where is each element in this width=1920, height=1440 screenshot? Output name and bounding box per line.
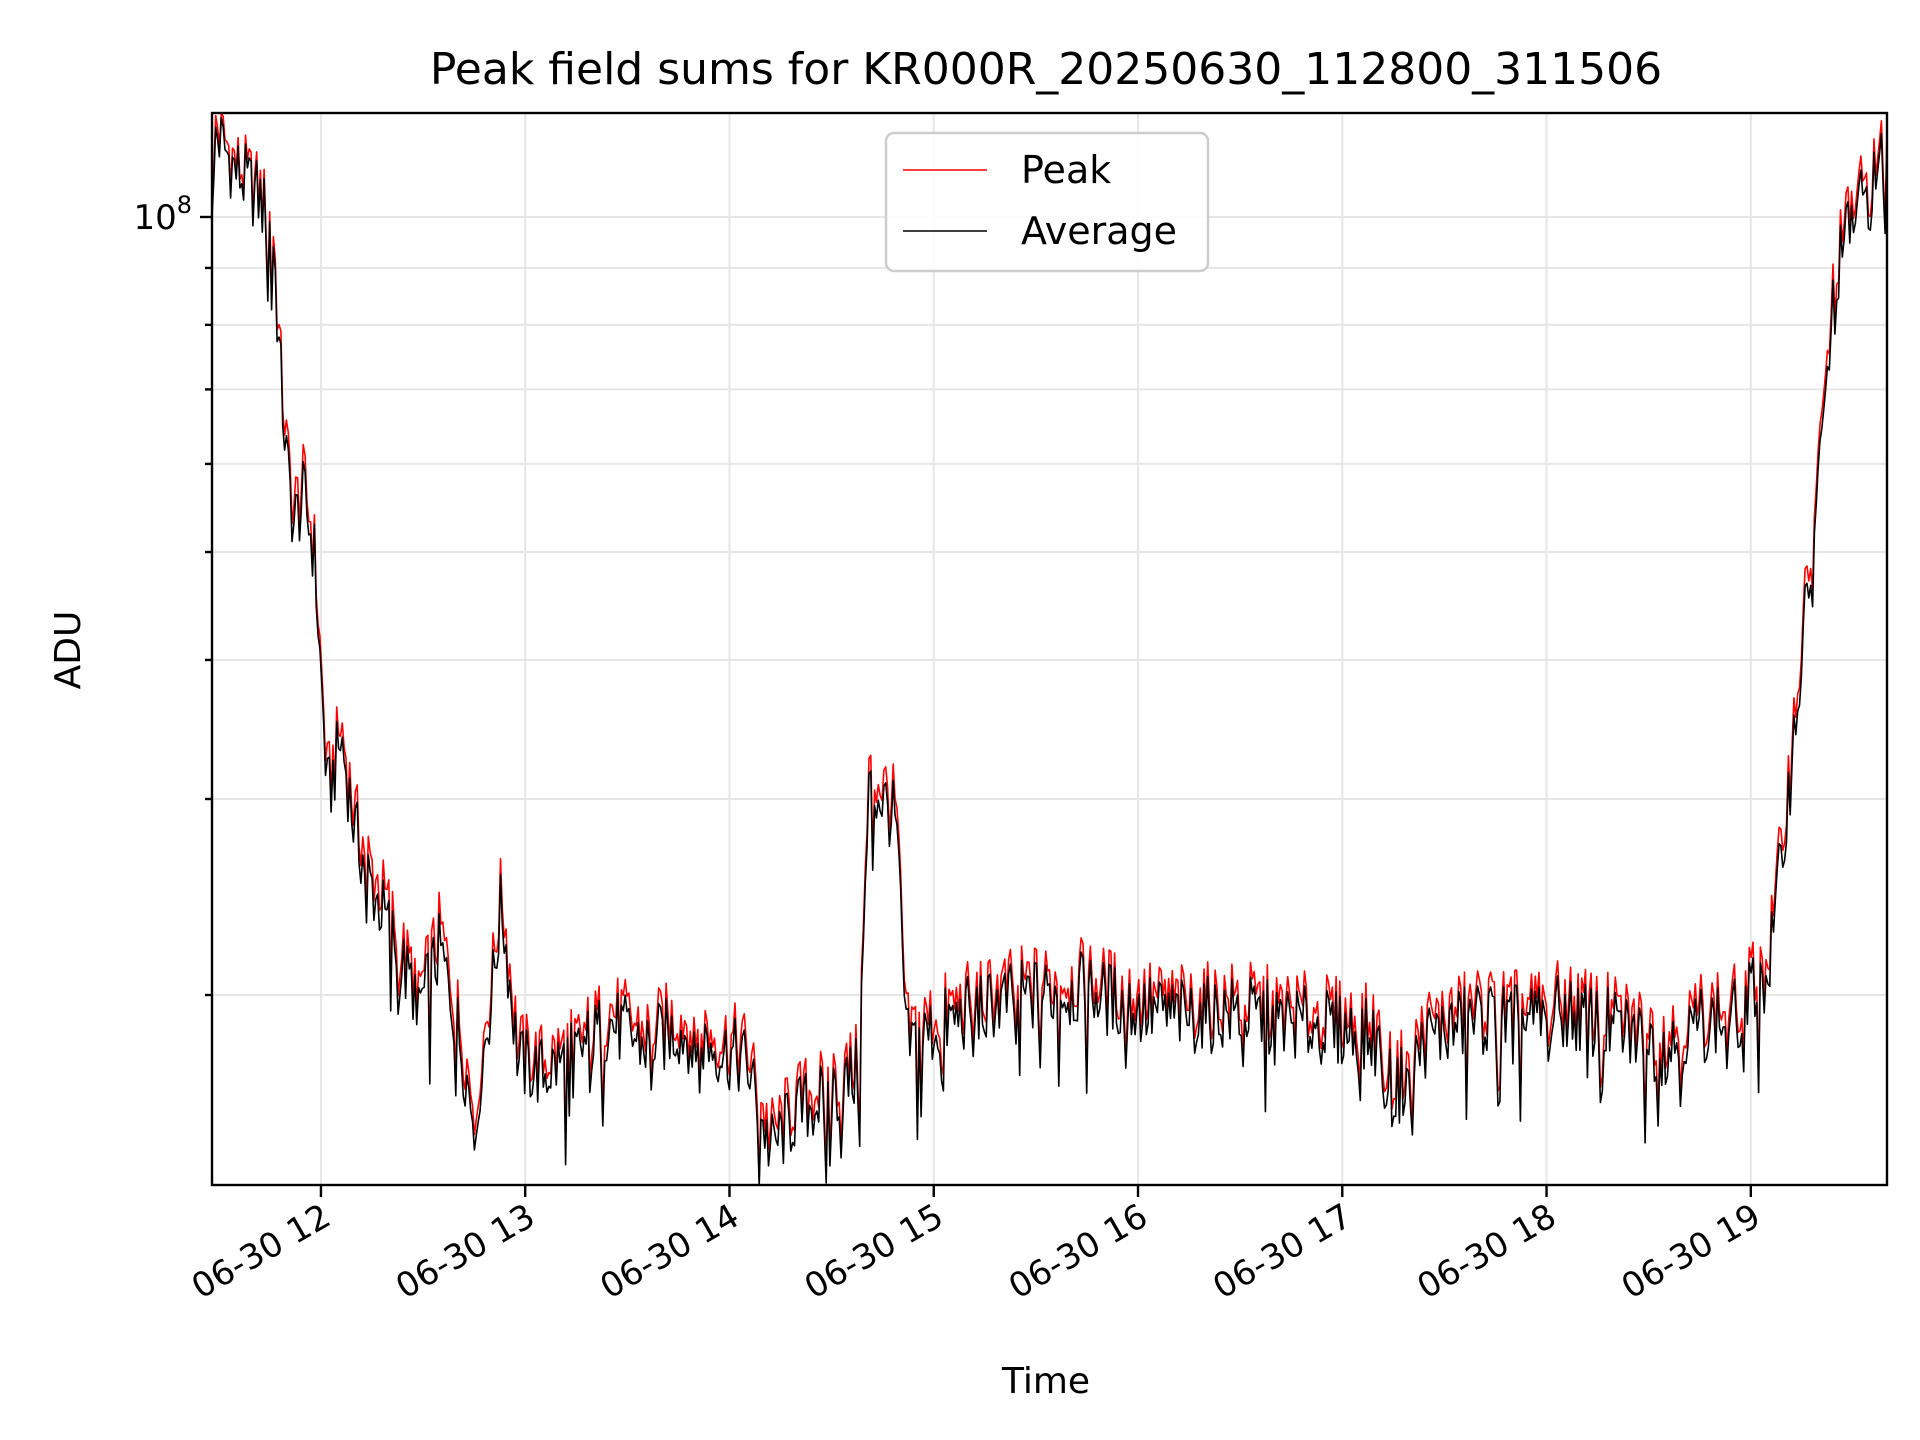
x-axis-label: Time — [1001, 1361, 1090, 1402]
chart-title: Peak field sums for KR000R_20250630_1128… — [430, 44, 1662, 95]
y-axis-label: ADU — [48, 611, 89, 690]
series-line-average — [211, 117, 1888, 1186]
legend-box — [884, 131, 1210, 273]
legend-average-label: Average — [1021, 209, 1177, 253]
axes-frame — [210, 111, 1889, 1187]
legend-peak-label: Peak — [1021, 148, 1111, 192]
legend: Peak Average — [884, 131, 1210, 273]
series-layer — [211, 112, 1888, 1186]
y-tick-label: 108 — [133, 191, 192, 238]
